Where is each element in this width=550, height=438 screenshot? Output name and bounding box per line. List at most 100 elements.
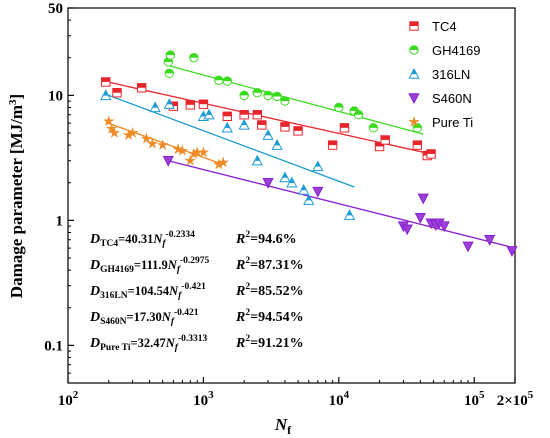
point-tc4	[257, 120, 267, 130]
point-gh4169	[272, 91, 282, 102]
point-316ln	[271, 139, 283, 150]
point-316ln	[100, 89, 112, 101]
point-pure-ti	[156, 138, 169, 151]
point-pure-ti	[176, 144, 189, 156]
point-tc4	[252, 110, 262, 120]
axis-ticks: 102 103 104 105 2×105 0.1 1 10 50	[44, 1, 534, 409]
point-tc4	[239, 110, 249, 120]
legend-label-tc4: TC4	[432, 19, 457, 34]
point-gh4169	[189, 53, 199, 63]
point-gh4169	[164, 68, 175, 79]
point-s460n	[506, 246, 518, 257]
point-316ln	[163, 98, 175, 109]
legend-marker-pure-ti	[407, 115, 421, 128]
point-gh4169	[353, 110, 364, 120]
point-s460n	[162, 156, 174, 167]
point-tc4	[380, 135, 390, 145]
x-axis-label: Nf	[274, 415, 292, 437]
point-s460n	[312, 186, 324, 198]
point-gh4169	[280, 96, 290, 106]
legend: TC4 GH4169 316LN S460N Pure Ti	[407, 19, 480, 130]
point-316ln	[279, 171, 291, 183]
r2-pure-ti: R2=91.21%	[235, 334, 304, 351]
point-316ln	[251, 154, 263, 166]
point-gh4169	[412, 123, 423, 133]
fit-line-gh4169	[165, 64, 424, 135]
x-tick-label: 104	[329, 389, 350, 409]
equation-316ln: D316LN=104.54Nf-0.421	[89, 282, 206, 301]
point-gh4169	[222, 76, 232, 86]
fit-line-316ln	[105, 93, 355, 188]
point-s460n	[262, 178, 274, 189]
point-tc4	[198, 99, 209, 109]
point-pure-ti	[197, 146, 210, 158]
equation-tc4: DTC4=40.31Nf-0.2334	[89, 230, 195, 249]
point-316ln	[343, 209, 356, 220]
point-tc4	[374, 141, 385, 152]
r2-316ln: R2=85.52%	[235, 282, 304, 299]
equation-pure-ti: DPure Ti=32.47Nf-0.3313	[89, 334, 207, 353]
point-pure-ti	[126, 126, 139, 139]
y-tick-label: 1	[56, 213, 64, 229]
point-tc4	[339, 123, 350, 133]
y-tick-label: 0.1	[44, 338, 63, 354]
point-tc4	[112, 88, 122, 98]
point-s460n	[484, 235, 496, 246]
point-gh4169	[368, 123, 379, 133]
legend-marker-gh4169	[409, 45, 419, 55]
point-pure-ti	[146, 137, 159, 149]
point-tc4	[412, 140, 423, 150]
plot-frame	[67, 7, 516, 384]
point-316ln	[221, 121, 233, 133]
point-pure-ti	[108, 126, 121, 139]
point-316ln	[312, 160, 324, 172]
point-tc4	[426, 149, 436, 159]
point-tc4	[185, 100, 195, 110]
legend-marker-316ln	[408, 67, 420, 79]
legend-label-316ln: 316LN	[432, 67, 470, 82]
legend-label-pure-ti: Pure Ti	[432, 115, 473, 130]
x-tick-label: 102	[58, 389, 79, 409]
point-s460n	[462, 241, 474, 253]
x-tick-label: 105	[464, 389, 485, 409]
equation-s460n: DS460N=17.30Nf-0.421	[89, 308, 199, 327]
y-tick-label: 10	[48, 88, 63, 104]
point-316ln	[286, 176, 298, 188]
point-gh4169	[263, 90, 273, 101]
fit-equations: DTC4=40.31Nf-0.2334 R2=94.6% DGH4169=111.9…	[89, 230, 304, 353]
point-s460n	[414, 213, 426, 224]
point-pure-ti	[105, 122, 118, 134]
point-tc4	[101, 77, 111, 87]
r2-s460n: R2=94.54%	[235, 308, 304, 325]
point-tc4	[280, 122, 290, 132]
point-gh4169	[214, 75, 224, 85]
point-gh4169	[252, 88, 262, 98]
point-tc4	[327, 140, 338, 150]
point-s460n	[417, 193, 429, 205]
point-s460n	[401, 224, 413, 236]
legend-label-s460n: S460N	[432, 91, 472, 106]
point-gh4169	[165, 50, 176, 60]
legend-marker-s460n	[408, 93, 420, 105]
y-axis-label: Damage parameter [MJ/m3]	[7, 94, 26, 298]
x-tick-label: 103	[193, 389, 214, 409]
point-pure-ti	[102, 115, 115, 127]
point-316ln	[303, 194, 315, 205]
point-316ln	[238, 118, 250, 130]
data-points	[100, 50, 518, 257]
point-pure-ti	[217, 156, 230, 168]
point-gh4169	[239, 90, 249, 101]
point-316ln	[203, 108, 215, 120]
point-316ln	[298, 183, 310, 195]
y-tick-label: 50	[48, 1, 63, 17]
legend-label-gh4169: GH4169	[432, 43, 480, 58]
point-s460n	[438, 221, 450, 233]
point-tc4	[222, 111, 232, 122]
fit-line-s460n	[168, 160, 516, 249]
legend-marker-tc4	[409, 21, 419, 31]
point-pure-ti	[140, 132, 153, 144]
point-316ln	[262, 129, 274, 140]
point-tc4	[293, 126, 303, 136]
